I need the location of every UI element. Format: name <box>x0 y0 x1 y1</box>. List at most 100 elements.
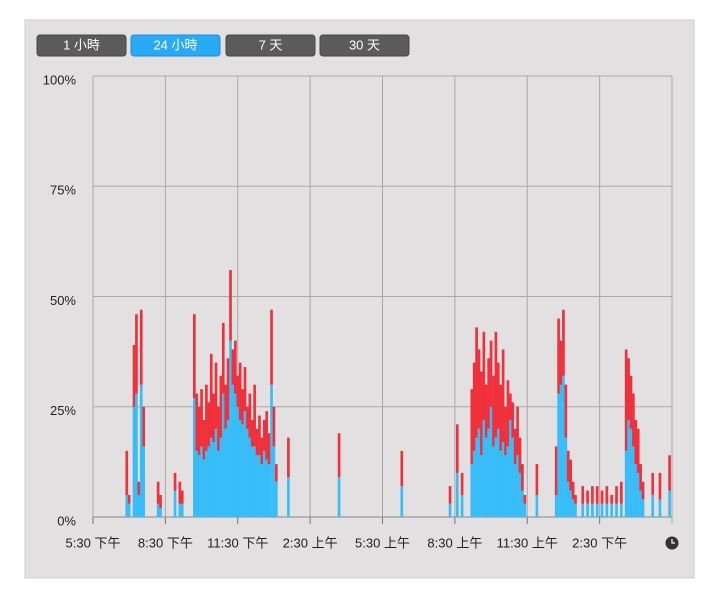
bar-segment <box>482 419 486 517</box>
bar-segment <box>470 389 474 465</box>
bar-segment <box>581 486 585 504</box>
tab-bg[interactable] <box>225 34 316 57</box>
bar-segment <box>275 481 278 517</box>
bar-segment <box>132 345 136 407</box>
bar-segment <box>265 411 269 460</box>
bar-segment <box>564 384 568 438</box>
bar-segment <box>557 318 560 394</box>
bar-segment <box>504 455 507 517</box>
bar-segment <box>229 340 232 517</box>
bar-segment <box>250 446 254 517</box>
y-tick-label: 50% <box>50 293 76 308</box>
bar-segment <box>262 450 266 517</box>
bar-segment <box>557 393 560 517</box>
bar-segment <box>600 503 604 517</box>
bar-segment <box>586 490 589 504</box>
bar-segment <box>651 472 655 495</box>
bar-segment <box>586 503 589 517</box>
bar-segment <box>482 331 486 420</box>
bar-segment <box>480 455 483 517</box>
bar-segment <box>200 389 203 447</box>
bar-segment <box>221 322 225 394</box>
bar-segment <box>591 503 594 517</box>
bar-segment <box>287 477 290 517</box>
bar-segment <box>139 384 143 517</box>
bar-segment <box>489 340 493 407</box>
bar-segment <box>571 499 575 517</box>
y-tick-label: 0% <box>57 513 76 528</box>
bar-segment <box>214 362 218 429</box>
bar-segment <box>255 455 259 517</box>
tab-bg[interactable] <box>130 34 221 57</box>
bar-segment <box>267 433 271 465</box>
bar-segment <box>562 309 565 376</box>
bar-segment <box>620 481 623 504</box>
bar-segment <box>217 450 220 517</box>
bar-segment <box>258 415 261 456</box>
tab-label[interactable]: 30 天 <box>349 37 380 52</box>
bar-segment <box>265 459 269 517</box>
bar-segment <box>484 437 488 517</box>
bar-segment <box>641 499 645 517</box>
tab-label[interactable]: 24 小時 <box>153 37 197 52</box>
bar-segment <box>246 406 249 429</box>
bar-segment <box>480 371 483 456</box>
tab-button[interactable]: 1 小時 <box>36 34 127 57</box>
bar-segment <box>554 446 558 495</box>
bar-segment <box>272 446 276 517</box>
bar-segment <box>651 494 655 517</box>
bar-segment <box>475 327 478 438</box>
bar-segment <box>248 437 252 517</box>
bar-segment <box>173 490 177 517</box>
bar-segment <box>156 503 160 517</box>
tab-button[interactable]: 24 小時 <box>130 34 221 57</box>
bar-segment <box>591 486 594 504</box>
y-tick-label: 100% <box>43 72 77 87</box>
bar-segment <box>624 349 628 451</box>
bar-segment <box>658 472 662 500</box>
bar-segment <box>224 428 228 517</box>
bar-segment <box>219 437 223 517</box>
tab-label[interactable]: 1 小時 <box>63 37 100 52</box>
bar-segment <box>248 393 252 438</box>
bar-segment <box>477 349 481 429</box>
tab-button[interactable]: 30 天 <box>319 34 410 57</box>
bar-segment <box>504 406 507 456</box>
bar-segment <box>521 490 524 517</box>
bar-segment <box>448 503 452 517</box>
bar-segment <box>212 442 215 517</box>
bar-segment <box>494 331 498 438</box>
bar-segment <box>236 375 240 407</box>
bar-segment <box>511 402 515 438</box>
bar-segment <box>595 486 599 504</box>
bar-segment <box>632 393 635 447</box>
tab-bg[interactable] <box>36 34 127 57</box>
tab-bg[interactable] <box>319 34 410 57</box>
bar-segment <box>246 428 249 517</box>
bar-segment <box>241 389 244 425</box>
bar-segment <box>506 380 510 447</box>
bar-segment <box>219 375 223 438</box>
bar-segment <box>137 494 141 517</box>
bar-segment <box>205 450 208 517</box>
bar-segment <box>455 424 459 473</box>
bar-segment <box>142 446 145 517</box>
bar-segment <box>195 393 199 451</box>
bar-segment <box>127 503 131 517</box>
tab-label[interactable]: 7 天 <box>259 37 283 52</box>
bar-segment <box>516 455 519 517</box>
bar-segment <box>477 428 481 517</box>
bar-segment <box>250 419 254 447</box>
bar-segment <box>267 464 271 517</box>
bar-segment <box>501 442 505 517</box>
tab-button[interactable]: 7 天 <box>225 34 316 57</box>
bar-segment <box>460 472 464 495</box>
bar-segment <box>574 494 577 504</box>
bar-segment <box>475 437 478 517</box>
y-tick-label: 25% <box>50 403 76 418</box>
bar-segment <box>270 384 273 517</box>
bar-segment <box>521 464 524 491</box>
bar-segment <box>209 353 213 438</box>
bar-segment <box>634 464 638 517</box>
bar-segment <box>513 464 517 517</box>
